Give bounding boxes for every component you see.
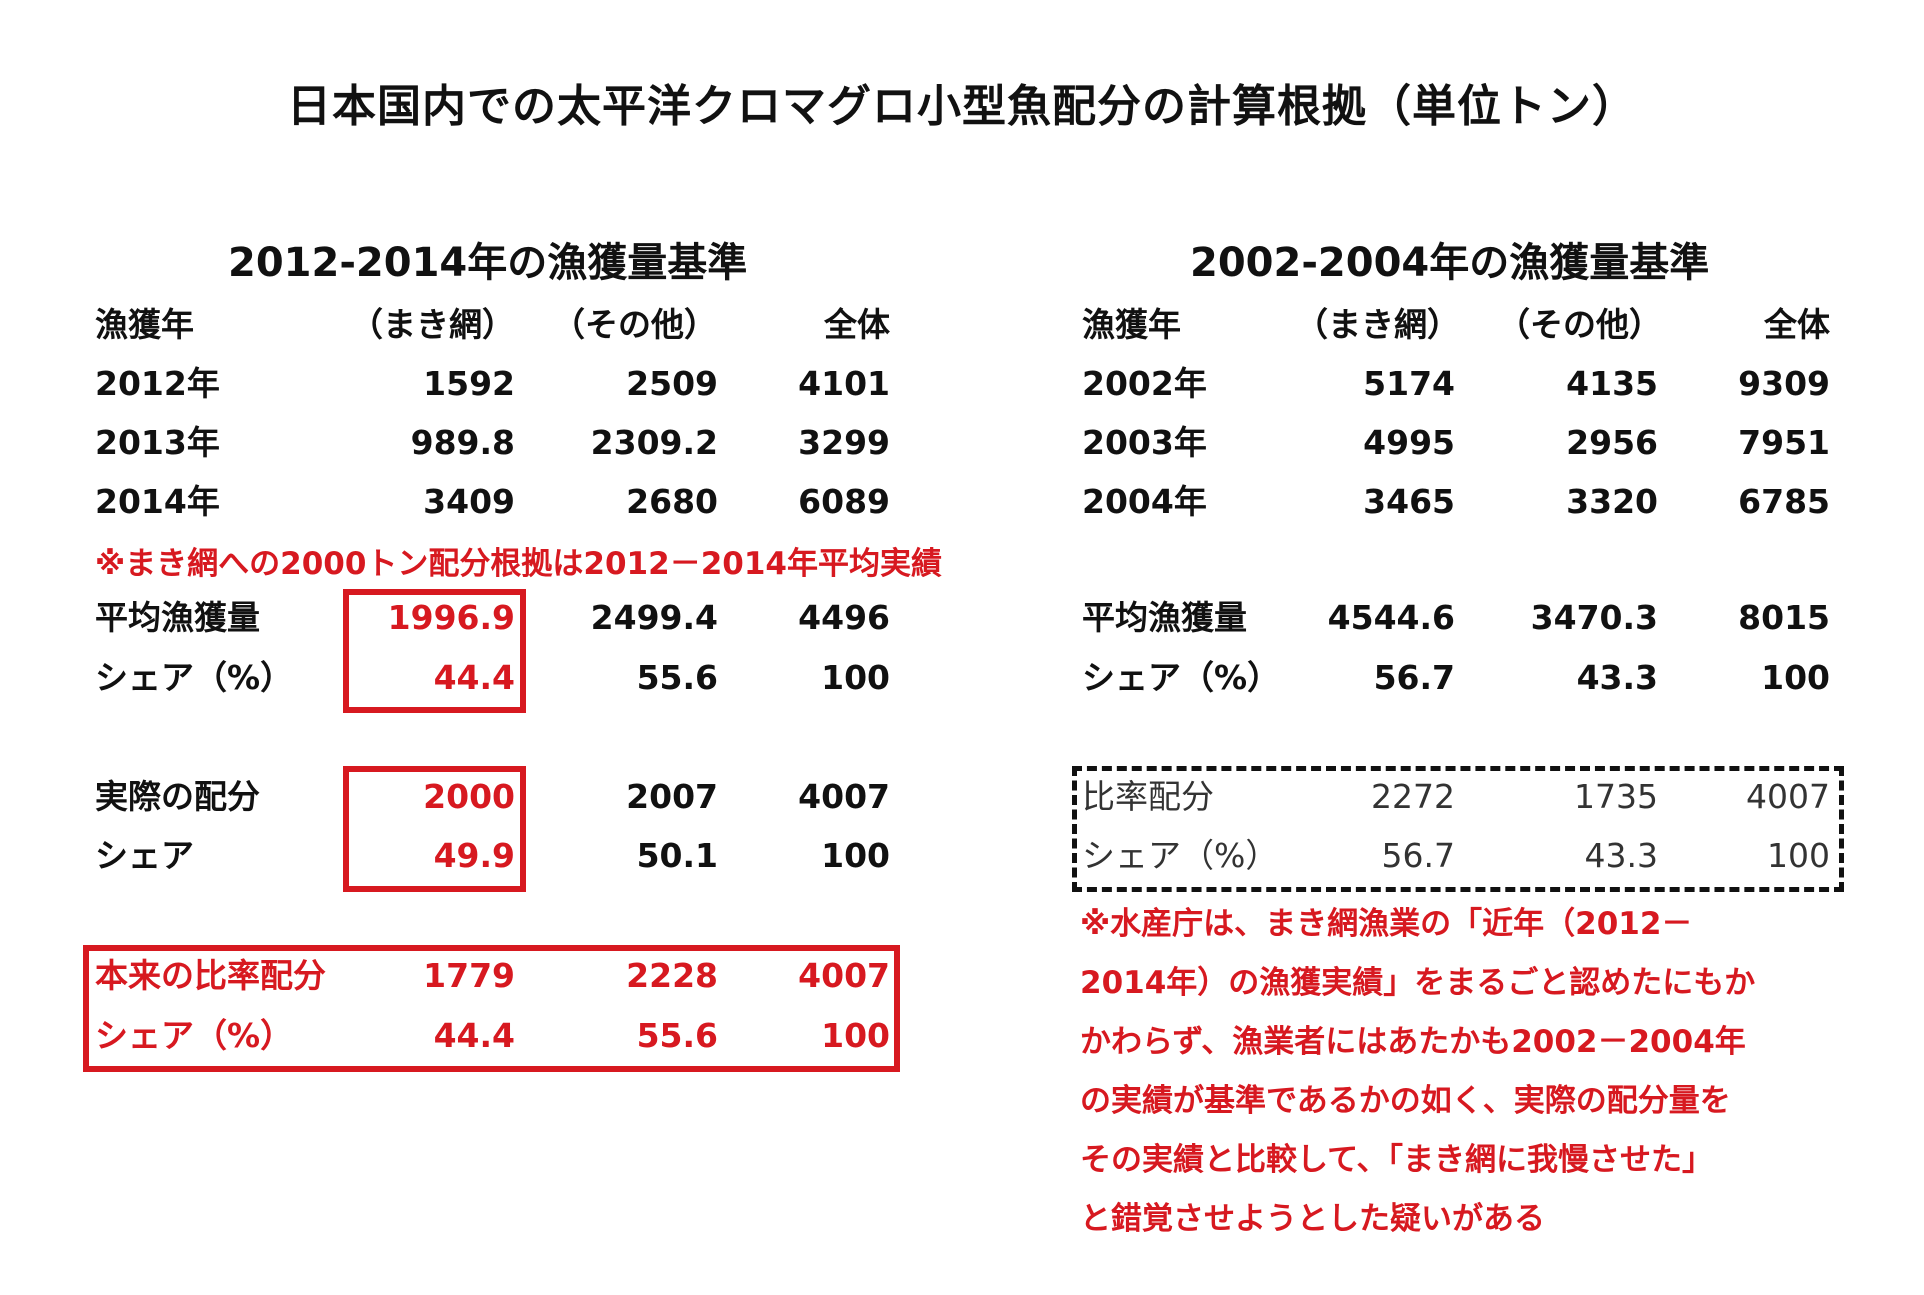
left-share-other: 55.6 <box>636 658 718 697</box>
left-avg-total: 4496 <box>798 598 890 637</box>
right-avg-total: 8015 <box>1738 598 1830 637</box>
left-actual-label: 実際の配分 <box>95 777 260 816</box>
left-row-other: 2309.2 <box>590 423 718 462</box>
right-ratio-purse-seine: 2272 <box>1371 777 1455 816</box>
left-row-other: 2680 <box>626 482 718 521</box>
right-share-purse-seine: 56.7 <box>1373 658 1455 697</box>
left-proper-purse-seine: 1779 <box>423 956 515 995</box>
left-share-purse-seine: 44.4 <box>433 658 515 697</box>
right-avg-label: 平均漁獲量 <box>1082 598 1247 637</box>
right-header-purse-seine: （まき網） <box>1295 305 1460 344</box>
left-avg-label: 平均漁獲量 <box>95 598 260 637</box>
note-line: ※水産庁は、まき網漁業の「近年（2012－ <box>1080 906 1693 942</box>
left-row-label: 2014年 <box>95 482 220 521</box>
right-ratio-label: 比率配分 <box>1082 777 1214 816</box>
right-header-year: 漁獲年 <box>1082 305 1181 344</box>
left-row-purse-seine: 1592 <box>423 364 515 403</box>
right-avg-other: 3470.3 <box>1530 598 1658 637</box>
note-line: の実績が基準であるかの如く、実際の配分量を <box>1080 1083 1731 1119</box>
left-proper-other: 2228 <box>626 956 718 995</box>
right-row-other: 3320 <box>1566 482 1658 521</box>
right-row-total: 9309 <box>1738 364 1830 403</box>
right-section-title: 2002-2004年の漁獲量基準 <box>1190 240 1710 286</box>
right-ratio-share-purse-seine: 56.7 <box>1381 836 1455 875</box>
left-header-year: 漁獲年 <box>95 305 194 344</box>
right-share-other: 43.3 <box>1576 658 1658 697</box>
right-ratio-other: 1735 <box>1574 777 1658 816</box>
left-proper-label: 本来の比率配分 <box>95 956 326 995</box>
left-proper-share-purse-seine: 44.4 <box>433 1016 515 1055</box>
right-row-purse-seine: 5174 <box>1363 364 1455 403</box>
right-ratio-share-label: シェア（%） <box>1082 836 1279 875</box>
right-row-total: 7951 <box>1738 423 1830 462</box>
right-ratio-total: 4007 <box>1746 777 1830 816</box>
proper-allocation-box <box>83 945 900 1072</box>
right-ratio-share-total: 100 <box>1767 836 1830 875</box>
left-actual-purse-seine: 2000 <box>423 777 515 816</box>
left-actual-share-label: シェア <box>95 836 194 875</box>
left-proper-total: 4007 <box>798 956 890 995</box>
right-header-other: （その他） <box>1497 305 1662 344</box>
left-header-other: （その他） <box>552 305 717 344</box>
left-actual-share-purse-seine: 49.9 <box>433 836 515 875</box>
left-row-total: 4101 <box>798 364 890 403</box>
right-row-other: 2956 <box>1566 423 1658 462</box>
left-proper-share-label: シェア（%） <box>95 1016 294 1055</box>
fisheries-agency-note: ※水産庁は、まき網漁業の「近年（2012－ 2014年）の漁獲実績」をまるごと認… <box>1080 895 1880 1249</box>
left-proper-share-other: 55.6 <box>636 1016 718 1055</box>
right-share-total: 100 <box>1761 658 1830 697</box>
left-actual-total: 4007 <box>798 777 890 816</box>
right-row-label: 2004年 <box>1082 482 1207 521</box>
left-row-label: 2012年 <box>95 364 220 403</box>
left-basis-note: ※まき網への2000トン配分根拠は2012－2014年平均実績 <box>95 546 942 582</box>
left-row-other: 2509 <box>626 364 718 403</box>
right-header-total: 全体 <box>1764 305 1830 344</box>
left-actual-share-other: 50.1 <box>636 836 718 875</box>
left-row-label: 2013年 <box>95 423 220 462</box>
right-avg-purse-seine: 4544.6 <box>1327 598 1455 637</box>
left-row-total: 6089 <box>798 482 890 521</box>
note-line: かわらず、漁業者にはあたかも2002－2004年 <box>1080 1024 1746 1060</box>
page-title: 日本国内での太平洋クロマグロ小型魚配分の計算根拠（単位トン） <box>287 81 1637 132</box>
left-avg-other: 2499.4 <box>590 598 718 637</box>
left-header-total: 全体 <box>824 305 890 344</box>
left-proper-share-total: 100 <box>821 1016 890 1055</box>
note-line: 2014年）の漁獲実績」をまるごと認めたにもか <box>1080 965 1756 1001</box>
left-actual-share-total: 100 <box>821 836 890 875</box>
left-row-purse-seine: 989.8 <box>410 423 515 462</box>
note-line: その実績と比較して、「まき網に我慢させた」 <box>1080 1142 1714 1178</box>
right-row-purse-seine: 3465 <box>1363 482 1455 521</box>
ratio-allocation-box <box>1072 766 1844 892</box>
right-share-label: シェア（%） <box>1082 658 1281 697</box>
left-header-purse-seine: （まき網） <box>350 305 515 344</box>
right-ratio-share-other: 43.3 <box>1584 836 1658 875</box>
right-row-purse-seine: 4995 <box>1363 423 1455 462</box>
left-row-total: 3299 <box>798 423 890 462</box>
actual-highlight-box <box>343 766 526 892</box>
right-row-total: 6785 <box>1738 482 1830 521</box>
left-share-label: シェア（%） <box>95 658 294 697</box>
avg-highlight-box <box>343 589 526 713</box>
left-section-title: 2012-2014年の漁獲量基準 <box>228 240 748 286</box>
left-avg-purse-seine: 1996.9 <box>387 598 515 637</box>
left-share-total: 100 <box>821 658 890 697</box>
left-row-purse-seine: 3409 <box>423 482 515 521</box>
right-row-other: 4135 <box>1566 364 1658 403</box>
left-actual-other: 2007 <box>626 777 718 816</box>
right-row-label: 2003年 <box>1082 423 1207 462</box>
note-line: と錯覚させようとした疑いがある <box>1080 1201 1545 1237</box>
right-row-label: 2002年 <box>1082 364 1207 403</box>
